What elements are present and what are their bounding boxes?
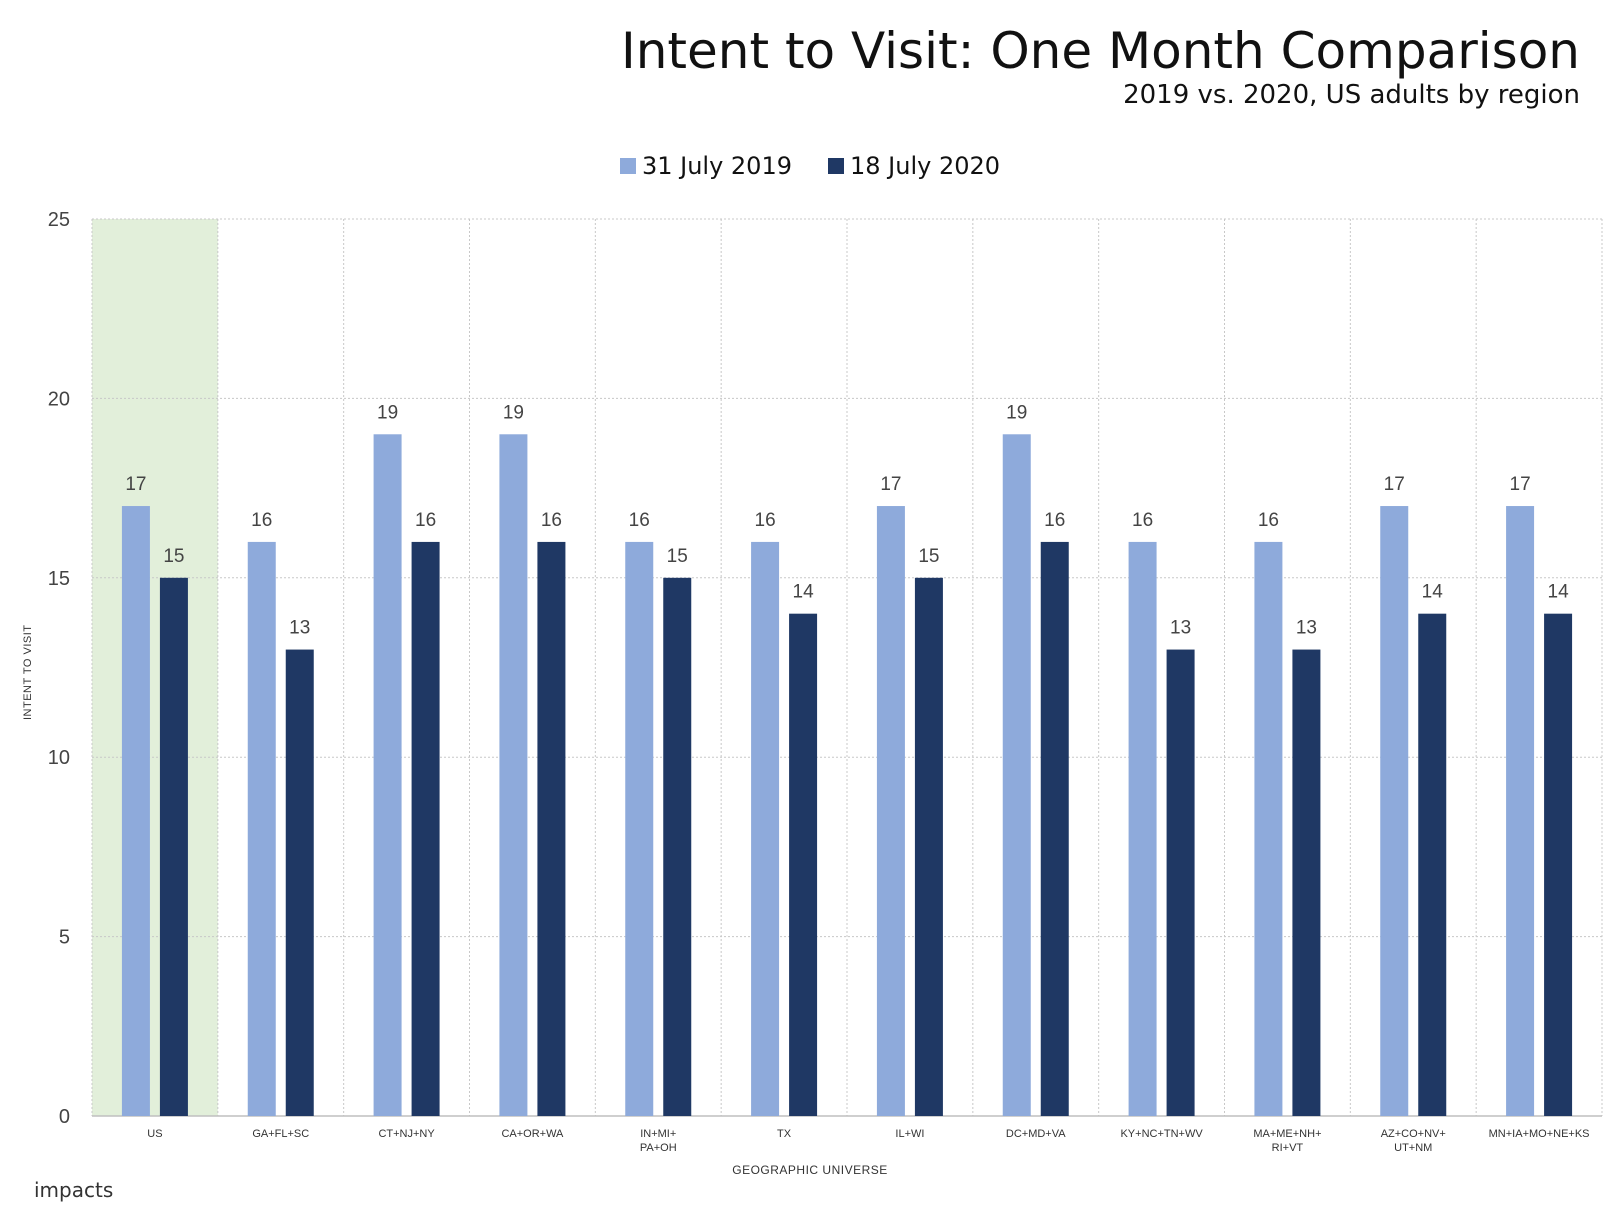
bar-2019 bbox=[625, 541, 654, 1116]
y-tick-label: 10 bbox=[48, 747, 70, 769]
bar-2020 bbox=[1292, 649, 1321, 1116]
bar-2020 bbox=[1544, 613, 1573, 1116]
bar-2019 bbox=[1506, 506, 1535, 1116]
data-label: 16 bbox=[415, 510, 436, 531]
data-label: 17 bbox=[1510, 474, 1531, 495]
data-label: 17 bbox=[1384, 474, 1405, 495]
bar-2020 bbox=[789, 613, 818, 1116]
bar-2019 bbox=[1002, 434, 1031, 1116]
data-label: 19 bbox=[503, 402, 524, 423]
x-tick-label: RI+VT bbox=[1272, 1142, 1304, 1154]
y-axis-label: INTENT TO VISIT bbox=[22, 624, 34, 720]
legend-swatch-2020 bbox=[828, 158, 844, 174]
data-label: 16 bbox=[755, 510, 776, 531]
x-axis-label: GEOGRAPHIC UNIVERSE bbox=[732, 1163, 888, 1177]
data-label: 17 bbox=[880, 474, 901, 495]
bar-2019 bbox=[247, 541, 276, 1116]
data-label: 15 bbox=[918, 546, 939, 567]
x-tick-label: DC+MD+VA bbox=[1006, 1128, 1066, 1140]
x-tick-label: IL+WI bbox=[895, 1128, 924, 1140]
bar-2020 bbox=[537, 541, 566, 1116]
bar-2020 bbox=[663, 577, 692, 1116]
x-tick-label: AZ+CO+NV+ bbox=[1381, 1128, 1446, 1140]
bar-2019 bbox=[499, 434, 528, 1116]
bar-2020 bbox=[914, 577, 943, 1116]
y-tick-label: 20 bbox=[48, 388, 70, 410]
legend-item-2019: 31 July 2019 bbox=[619, 152, 792, 180]
x-tick-label: TX bbox=[777, 1128, 792, 1140]
x-tick-label: US bbox=[147, 1128, 162, 1140]
y-tick-label: 0 bbox=[59, 1106, 70, 1128]
legend: 31 July 2019 18 July 2020 bbox=[0, 152, 1620, 180]
legend-item-2020: 18 July 2020 bbox=[828, 152, 1000, 180]
y-tick-label: 25 bbox=[48, 209, 70, 231]
chart-subtitle: 2019 vs. 2020, US adults by region bbox=[1123, 80, 1580, 110]
bar-2020 bbox=[159, 577, 188, 1116]
highlight-region-us bbox=[92, 219, 218, 1116]
bar-2019 bbox=[373, 434, 402, 1116]
data-label: 14 bbox=[1548, 582, 1570, 603]
bar-2020 bbox=[1418, 613, 1447, 1116]
x-tick-label: CA+OR+WA bbox=[501, 1128, 564, 1140]
x-tick-label: GA+FL+SC bbox=[252, 1128, 309, 1140]
bar-2019 bbox=[121, 506, 150, 1116]
data-label: 16 bbox=[629, 510, 650, 531]
data-label: 15 bbox=[667, 546, 688, 567]
data-label: 17 bbox=[125, 474, 146, 495]
data-label: 13 bbox=[1296, 618, 1317, 639]
y-tick-label: 5 bbox=[59, 927, 70, 949]
x-tick-label: KY+NC+TN+WV bbox=[1120, 1128, 1203, 1140]
data-label: 15 bbox=[163, 546, 184, 567]
data-label: 19 bbox=[1006, 402, 1027, 423]
bar-2019 bbox=[876, 506, 905, 1116]
x-tick-label: MN+IA+MO+NE+KS bbox=[1489, 1128, 1590, 1140]
data-label: 19 bbox=[377, 402, 398, 423]
bar-2019 bbox=[1380, 506, 1409, 1116]
data-label: 14 bbox=[1422, 582, 1444, 603]
data-label: 13 bbox=[1170, 618, 1191, 639]
legend-label-2020: 18 July 2020 bbox=[850, 152, 1001, 180]
x-tick-label: UT+NM bbox=[1394, 1142, 1432, 1154]
data-label: 16 bbox=[1132, 510, 1153, 531]
x-tick-label: PA+OH bbox=[640, 1142, 677, 1154]
y-tick-label: 15 bbox=[48, 568, 70, 590]
bar-2019 bbox=[751, 541, 780, 1116]
bar-2020 bbox=[285, 649, 314, 1116]
x-tick-label: IN+MI+ bbox=[640, 1128, 676, 1140]
legend-label-2019: 31 July 2019 bbox=[641, 152, 792, 180]
impacts-logo: impacts bbox=[34, 1178, 114, 1202]
data-label: 16 bbox=[1044, 510, 1065, 531]
x-tick-label: MA+ME+NH+ bbox=[1253, 1128, 1321, 1140]
bar-2019 bbox=[1128, 541, 1157, 1116]
x-tick-label: CT+NJ+NY bbox=[378, 1128, 435, 1140]
bar-2019 bbox=[1254, 541, 1283, 1116]
data-label: 14 bbox=[793, 582, 815, 603]
bar-2020 bbox=[1166, 649, 1195, 1116]
data-label: 16 bbox=[1258, 510, 1279, 531]
data-label: 16 bbox=[251, 510, 272, 531]
bar-2020 bbox=[1040, 541, 1069, 1116]
data-label: 16 bbox=[541, 510, 562, 531]
legend-swatch-2019 bbox=[619, 158, 636, 174]
data-label: 13 bbox=[289, 618, 310, 639]
bar-2020 bbox=[411, 541, 440, 1116]
chart-title: Intent to Visit: One Month Comparison bbox=[620, 22, 1580, 80]
